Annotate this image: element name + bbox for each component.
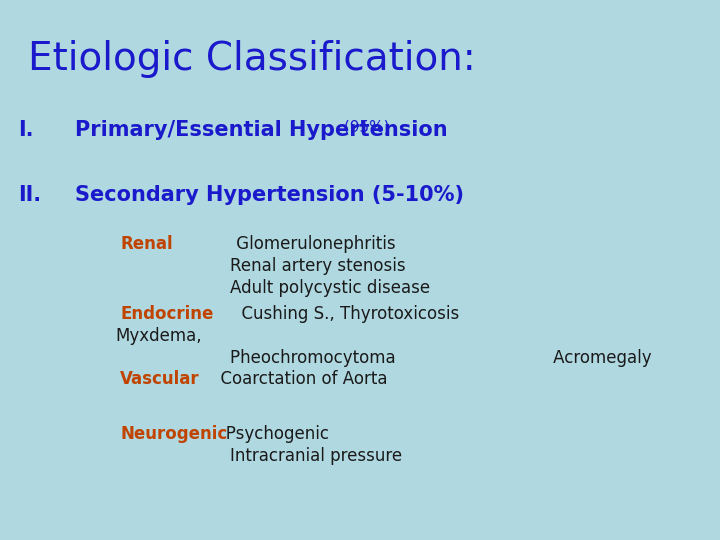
Text: Endocrine: Endocrine [120,305,213,323]
Text: Cushing S., Thyrotoxicosis: Cushing S., Thyrotoxicosis [210,305,459,323]
Text: Vascular: Vascular [120,370,199,388]
Text: (95%): (95%) [339,119,390,134]
Text: Renal artery stenosis: Renal artery stenosis [230,257,405,275]
Text: Secondary Hypertension (5-10%): Secondary Hypertension (5-10%) [75,185,464,205]
Text: Neurogenic: Neurogenic [120,425,228,443]
Text: Myxdema,: Myxdema, [115,327,202,345]
Text: Etiologic Classification:: Etiologic Classification: [28,40,476,78]
Text: Adult polycystic disease: Adult polycystic disease [230,279,430,297]
Text: Coarctation of Aorta: Coarctation of Aorta [210,370,387,388]
Text: I.: I. [18,120,34,140]
Text: Pheochromocytoma                              Acromegaly: Pheochromocytoma Acromegaly [230,349,652,367]
Text: Primary/Essential Hypertension: Primary/Essential Hypertension [75,120,448,140]
Text: Intracranial pressure: Intracranial pressure [230,447,402,465]
Text: II.: II. [18,185,41,205]
Text: Glomerulonephritis: Glomerulonephritis [210,235,395,253]
Text: Psychogenic: Psychogenic [210,425,329,443]
Text: Renal: Renal [120,235,173,253]
